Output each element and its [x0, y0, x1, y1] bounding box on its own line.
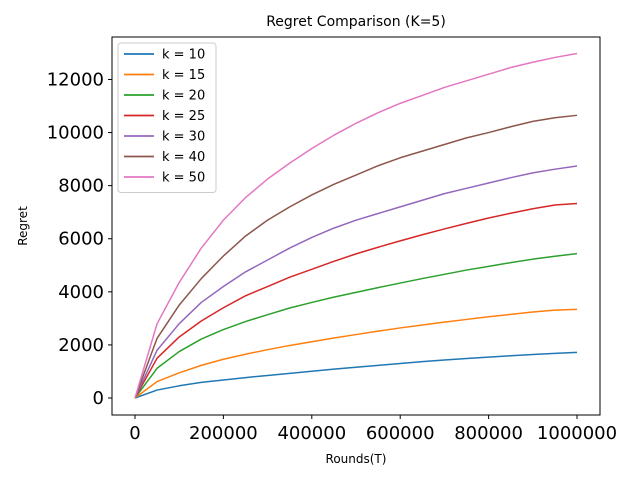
series-line-4 — [134, 202, 578, 399]
x-tick-label: 200000 — [189, 423, 258, 444]
series-line-1 — [134, 351, 578, 399]
legend-label-2: k = 15 — [162, 68, 205, 83]
y-axis: 0 2000 4000 6000 8000 10000 12000 — [47, 69, 112, 409]
series-line-7 — [134, 52, 578, 399]
x-tick-label: 600000 — [366, 423, 435, 444]
x-axis-label: Rounds(T) — [326, 452, 387, 466]
plot-lines — [134, 52, 578, 399]
y-tick-label: 8000 — [58, 176, 104, 197]
legend-label-7: k = 50 — [162, 171, 205, 186]
y-tick-label: 12000 — [47, 69, 104, 90]
x-tick-label: 800000 — [454, 423, 523, 444]
legend: k = 10 k = 15 k = 20 k = 25 k = 30 k = 40 k = … — [117, 42, 217, 193]
series-line-5 — [134, 165, 578, 399]
legend-box — [117, 42, 217, 193]
plot-frame — [111, 36, 601, 416]
legend-label-5: k = 30 — [162, 130, 205, 145]
y-tick-label: 10000 — [47, 123, 104, 144]
y-tick-label: 0 — [93, 388, 104, 409]
y-tick-label: 6000 — [58, 229, 104, 250]
series-line-3 — [134, 252, 578, 399]
series-line-6 — [134, 114, 578, 399]
y-tick-label: 4000 — [58, 282, 104, 303]
y-tick-label: 2000 — [58, 335, 104, 356]
chart-title: Regret Comparison (K=5) — [266, 14, 446, 30]
y-axis-label: Regret — [16, 206, 30, 246]
series-line-2 — [134, 308, 578, 399]
x-tick-label: 400000 — [277, 423, 346, 444]
legend-label-6: k = 40 — [162, 150, 205, 165]
x-tick-label: 0 — [129, 423, 140, 444]
x-axis: 0 200000 400000 600000 800000 1000000 — [129, 415, 617, 444]
x-tick-label: 1000000 — [537, 423, 617, 444]
legend-label-1: k = 10 — [162, 48, 205, 63]
legend-label-4: k = 25 — [162, 109, 205, 124]
legend-label-3: k = 20 — [162, 89, 205, 104]
